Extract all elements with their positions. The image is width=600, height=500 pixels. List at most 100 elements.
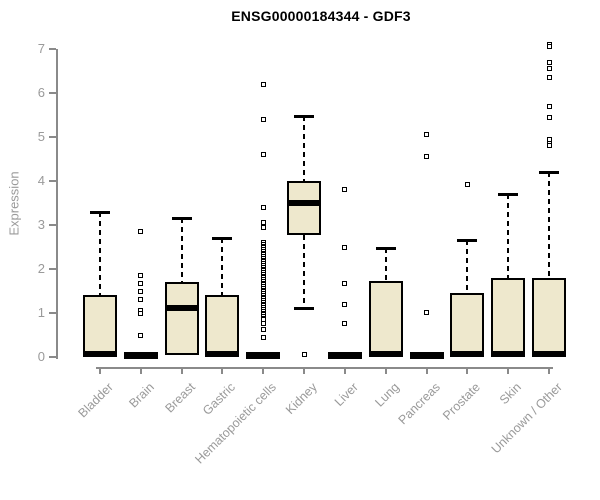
outlier-point [546, 44, 552, 50]
outlier-point [342, 245, 348, 251]
y-axis-tick-label: 1 [37, 305, 45, 320]
median-line [368, 350, 403, 357]
median-line [450, 350, 485, 357]
upper-whisker-cap [90, 210, 110, 214]
outlier-point [260, 116, 266, 122]
x-axis-tick [221, 367, 224, 374]
median-line [409, 351, 444, 359]
outlier-point [260, 81, 266, 87]
y-axis-tick [49, 268, 56, 270]
upper-whisker-cap [212, 237, 233, 241]
outlier-point [138, 280, 144, 286]
outlier-point [546, 143, 552, 149]
upper-whisker [221, 238, 224, 296]
outlier-point [546, 59, 552, 65]
upper-whisker [303, 115, 306, 181]
y-axis-tick [49, 224, 56, 226]
outlier-point [260, 204, 266, 210]
outlier-point [260, 334, 266, 340]
box [532, 277, 567, 357]
x-axis-tick [425, 367, 428, 374]
upper-whisker-cap [375, 246, 396, 250]
median-line [287, 200, 322, 206]
x-axis-tick [303, 367, 306, 374]
outlier-point [138, 229, 144, 235]
y-axis-tick [49, 48, 56, 50]
x-axis-tick [466, 367, 469, 374]
box [491, 277, 526, 357]
box [287, 181, 322, 235]
outlier-point [260, 320, 266, 326]
y-axis-tick [49, 312, 56, 314]
median-line [532, 350, 567, 357]
x-axis-line [96, 367, 554, 369]
outlier-point [260, 327, 266, 333]
x-axis-tick [262, 367, 265, 374]
x-axis-tick [99, 367, 101, 374]
y-axis-line [56, 49, 58, 359]
y-axis-label: Expression [6, 171, 22, 236]
outlier-point [138, 310, 144, 316]
upper-whisker [466, 240, 469, 294]
box [83, 294, 117, 357]
x-axis-tick [180, 367, 183, 374]
outlier-point [260, 224, 266, 230]
median-line [123, 351, 158, 359]
chart-title: ENSG00000184344 - GDF3 [231, 8, 411, 24]
y-axis-tick [49, 136, 56, 138]
y-axis-tick-label: 2 [37, 261, 45, 276]
box [450, 293, 485, 357]
x-axis-tick [507, 367, 510, 374]
upper-whisker-cap [457, 239, 478, 243]
box [205, 295, 240, 357]
lower-whisker-cap [294, 306, 315, 310]
y-axis-tick-label: 3 [37, 217, 45, 232]
y-axis-tick-label: 7 [37, 41, 45, 56]
upper-whisker [507, 194, 510, 278]
y-axis-tick [49, 356, 56, 358]
upper-whisker-cap [498, 193, 519, 197]
upper-whisker [99, 211, 101, 295]
outlier-point [342, 320, 348, 326]
outlier-point [546, 66, 552, 72]
upper-whisker-cap [171, 217, 192, 221]
median-line [164, 304, 199, 311]
outlier-point [138, 332, 144, 338]
outlier-point [424, 309, 430, 315]
y-axis-tick-label: 0 [37, 349, 45, 364]
outlier-point [546, 75, 552, 81]
upper-whisker-cap [294, 114, 315, 118]
upper-whisker-cap [539, 171, 560, 175]
outlier-point [424, 154, 430, 160]
y-axis-tick [49, 180, 56, 182]
median-line [491, 350, 526, 357]
outlier-point [546, 114, 552, 120]
median-line [83, 350, 117, 357]
outlier-point [301, 352, 307, 358]
y-axis-tick-label: 6 [37, 85, 45, 100]
x-axis-tick [548, 367, 551, 374]
x-axis-tick [384, 367, 387, 374]
outlier-point [138, 297, 144, 303]
outlier-point [260, 152, 266, 158]
outlier-point [342, 280, 348, 286]
outlier-point [342, 187, 348, 193]
median-line [327, 351, 362, 359]
outlier-point [464, 182, 470, 188]
upper-whisker [180, 218, 183, 283]
median-line [205, 350, 240, 357]
median-line [246, 351, 281, 359]
y-axis-tick-label: 4 [37, 173, 45, 188]
x-axis-tick [139, 367, 142, 374]
lower-whisker [303, 234, 306, 308]
upper-whisker [384, 247, 387, 281]
outlier-point [138, 288, 144, 294]
outlier-point [138, 273, 144, 279]
y-axis-tick-label: 5 [37, 129, 45, 144]
y-axis-tick [49, 92, 56, 94]
x-axis-tick [343, 367, 346, 374]
outlier-point [546, 103, 552, 109]
outlier-point [342, 301, 348, 307]
outlier-point [424, 132, 430, 138]
